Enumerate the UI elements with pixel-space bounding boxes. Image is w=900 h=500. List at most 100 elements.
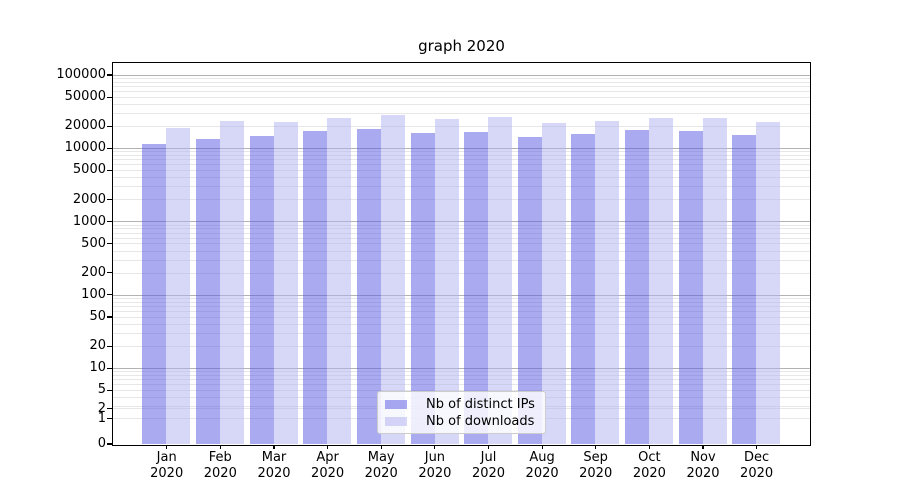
y-tick-mark <box>107 294 112 296</box>
gridline-minor <box>113 86 811 88</box>
gridline-minor <box>113 232 811 234</box>
y-tick-label: 5 <box>97 382 106 398</box>
x-tick-mark <box>380 445 382 450</box>
gridline-minor <box>113 155 811 157</box>
bar <box>220 120 244 444</box>
bar <box>732 134 757 444</box>
x-tick-mark <box>434 445 436 450</box>
x-tick-mark <box>541 445 543 450</box>
y-tick-mark <box>107 147 112 149</box>
gridline-minor <box>113 177 811 179</box>
y-tick-label: 1000 <box>72 213 106 229</box>
gridline-minor <box>113 151 811 153</box>
gridline-minor <box>113 259 811 261</box>
gridline-minor <box>113 384 811 386</box>
bar <box>702 117 727 444</box>
x-tick-mark <box>273 445 275 450</box>
legend-swatch-downloads <box>385 417 407 426</box>
gridline-minor <box>113 298 811 299</box>
bar <box>756 122 781 444</box>
y-tick-label: 2000 <box>72 191 106 207</box>
gridline-major <box>113 367 811 369</box>
legend-item-downloads: Nb of downloads <box>385 413 538 430</box>
y-tick-label: 500 <box>81 235 106 251</box>
x-tick-label: Jan 2020 <box>150 450 184 481</box>
bar <box>571 134 596 444</box>
y-tick-label: 50 <box>89 309 106 324</box>
gridline-major <box>113 294 811 296</box>
gridline-minor <box>113 379 811 381</box>
gridline-minor <box>113 103 811 105</box>
gridline-minor <box>113 96 811 98</box>
y-tick-mark <box>107 243 112 245</box>
gridline-major <box>113 74 811 76</box>
y-tick-mark <box>107 272 112 274</box>
gridline-minor <box>113 390 811 391</box>
chart-title: graph 2020 <box>418 37 505 55</box>
legend-label-downloads: Nb of downloads <box>426 413 535 429</box>
gridline-minor <box>113 243 811 245</box>
x-tick-label: Sep 2020 <box>579 450 613 481</box>
x-tick-label: Dec 2020 <box>740 450 774 481</box>
gridline-minor <box>113 199 811 201</box>
x-tick-label: Aug 2020 <box>525 450 559 481</box>
x-tick-label: Oct 2020 <box>632 450 666 481</box>
x-tick-mark <box>487 445 490 450</box>
bar <box>327 117 352 444</box>
y-tick-mark <box>107 443 112 445</box>
gridline-minor <box>113 224 811 226</box>
gridline-minor <box>113 237 811 239</box>
bar <box>625 130 650 444</box>
x-tick-label: Feb 2020 <box>203 450 237 481</box>
x-tick-label: Apr 2020 <box>311 450 345 481</box>
x-tick-mark <box>327 445 329 450</box>
y-tick-label: 5000 <box>72 162 106 178</box>
gridline-minor <box>113 113 811 114</box>
x-tick-mark <box>702 445 704 450</box>
bar <box>303 131 328 444</box>
y-tick-mark <box>107 74 112 76</box>
x-tick-mark <box>166 445 168 450</box>
y-tick-label: 2 <box>97 400 106 416</box>
gridline-minor <box>113 78 811 80</box>
y-tick-mark <box>107 418 112 420</box>
bar <box>649 117 674 444</box>
gridline-minor <box>113 301 811 303</box>
x-tick-label: May 2020 <box>364 450 398 481</box>
legend: Nb of distinct IPs Nb of downloads <box>377 391 546 434</box>
y-tick-mark <box>107 221 112 223</box>
gridline-minor <box>113 306 811 307</box>
y-tick-label: 100 <box>81 286 106 302</box>
gridline-minor <box>113 170 811 172</box>
y-tick-mark <box>107 125 112 127</box>
x-tick-mark <box>648 445 650 450</box>
gridline-minor <box>113 345 811 347</box>
bar <box>541 123 566 444</box>
y-tick-label: 50000 <box>64 89 106 105</box>
gridline-minor <box>113 159 811 161</box>
y-tick-label: 1 <box>97 410 106 426</box>
bar <box>196 139 220 444</box>
bar <box>166 128 191 444</box>
y-tick-mark <box>107 408 112 410</box>
bar <box>356 128 381 444</box>
gridline-minor <box>113 186 811 188</box>
gridline-minor <box>113 323 811 325</box>
y-tick-mark <box>107 316 112 318</box>
x-tick-label: Jun 2020 <box>418 450 452 481</box>
gridline-minor <box>113 310 811 312</box>
y-tick-mark <box>107 169 112 171</box>
x-tick-mark <box>219 445 221 450</box>
y-tick-mark <box>107 96 112 98</box>
x-tick-mark <box>756 445 758 450</box>
gridline-minor <box>113 371 811 373</box>
bar <box>380 114 405 444</box>
gridline-minor <box>113 375 811 376</box>
gridline-major <box>113 148 811 149</box>
y-tick-mark <box>107 389 112 391</box>
y-tick-mark <box>107 345 112 347</box>
y-tick-label: 100000 <box>56 67 106 82</box>
legend-label-distinct-ips: Nb of distinct IPs <box>426 396 535 412</box>
bar <box>142 144 167 444</box>
